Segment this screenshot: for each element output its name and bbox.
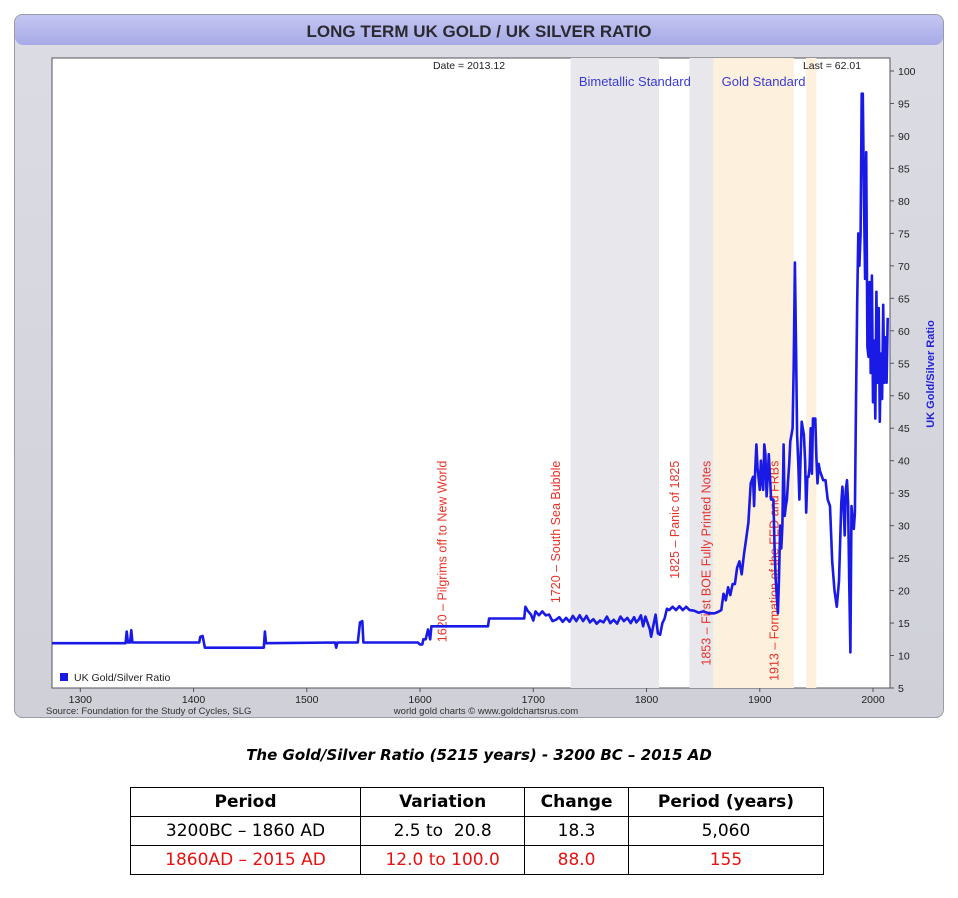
- y-tick-label: 30: [898, 521, 910, 533]
- gold-silver-ratio-chart: LONG TERM UK GOLD / UK SILVER RATIO Bime…: [14, 14, 944, 718]
- header-period: Period: [129, 787, 362, 817]
- table-cell: 2.5 to 20.8: [360, 816, 526, 846]
- summary-table: Period Variation Change Period (years) 3…: [129, 787, 825, 875]
- table-header-row: Period Variation Change Period (years): [129, 787, 825, 817]
- y-tick-label: 100: [898, 66, 916, 78]
- x-tick-label: 1600: [408, 694, 432, 706]
- x-tick-label: 2000: [861, 694, 885, 706]
- y-tick-label: 45: [898, 423, 910, 435]
- x-tick-label: 1400: [182, 694, 206, 706]
- y-tick-label: 50: [898, 391, 910, 403]
- band-label: Gold Standard: [722, 74, 806, 89]
- x-tick-label: 1300: [69, 694, 93, 706]
- band-1: [689, 58, 714, 688]
- y-tick-label: 15: [898, 618, 910, 630]
- source-note: Source: Foundation for the Study of Cycl…: [46, 706, 251, 717]
- x-tick-label: 1800: [635, 694, 659, 706]
- band-3: [806, 58, 817, 688]
- table-cell: 1860AD – 2015 AD: [129, 845, 362, 875]
- chart-title: LONG TERM UK GOLD / UK SILVER RATIO: [306, 22, 651, 41]
- table-cell: 155: [627, 845, 825, 875]
- legend-label: UK Gold/Silver Ratio: [74, 672, 170, 684]
- y-tick-label: 5: [898, 683, 904, 695]
- y-tick-label: 60: [898, 326, 910, 338]
- y-tick-label: 80: [898, 196, 910, 208]
- last-value-label: Last = 62.01: [803, 60, 861, 72]
- table-cell: 12.0 to 100.0: [360, 845, 526, 875]
- band-0: [570, 58, 659, 688]
- table-cell: 5,060: [627, 816, 825, 846]
- header-variation: Variation: [360, 787, 526, 817]
- chart-caption: The Gold/Silver Ratio (5215 years) - 320…: [246, 746, 712, 764]
- x-tick-label: 1900: [748, 694, 772, 706]
- legend-swatch: [60, 673, 68, 681]
- credit-note: world gold charts © www.goldchartsrus.co…: [393, 706, 578, 717]
- event-annotation: 1825 – Panic of 1825: [668, 461, 682, 579]
- y-tick-label: 85: [898, 163, 910, 175]
- date-label: Date = 2013.12: [433, 60, 505, 72]
- table-row: 3200BC – 1860 AD 2.5 to 20.8 18.3 5,060: [129, 816, 825, 846]
- y-axis-title: UK Gold/Silver Ratio: [925, 320, 937, 428]
- header-change: Change: [524, 787, 629, 817]
- y-tick-label: 20: [898, 586, 910, 598]
- y-tick-label: 65: [898, 293, 910, 305]
- series-line: [52, 92, 889, 654]
- x-tick-label: 1700: [522, 694, 546, 706]
- chart-title-bar: [15, 15, 943, 45]
- y-tick-label: 70: [898, 261, 910, 273]
- y-tick-label: 55: [898, 358, 910, 370]
- event-annotation: 1720 – South Sea Bubble: [549, 461, 563, 604]
- y-tick-label: 35: [898, 488, 910, 500]
- header-period-years: Period (years): [627, 787, 825, 817]
- y-tick-label: 75: [898, 228, 910, 240]
- table-cell: 18.3: [524, 816, 629, 846]
- x-tick-label: 1500: [295, 694, 319, 706]
- band-2: [713, 58, 794, 688]
- band-label: Bimetallic Standard: [579, 74, 691, 89]
- table-cell: 88.0: [524, 845, 629, 875]
- y-tick-label: 40: [898, 456, 910, 468]
- table-cell: 3200BC – 1860 AD: [129, 816, 362, 846]
- y-tick-label: 90: [898, 131, 910, 143]
- table-row: 1860AD – 2015 AD 12.0 to 100.0 88.0 155: [129, 845, 825, 875]
- event-annotation: 1853 – First BOE Fully Printed Notes: [700, 461, 714, 666]
- y-tick-label: 10: [898, 651, 910, 663]
- y-tick-label: 25: [898, 553, 910, 565]
- y-tick-label: 95: [898, 98, 910, 110]
- legend: UK Gold/Silver Ratio: [60, 672, 170, 684]
- event-annotation: 1620 – Pilgrims off to New World: [436, 461, 450, 643]
